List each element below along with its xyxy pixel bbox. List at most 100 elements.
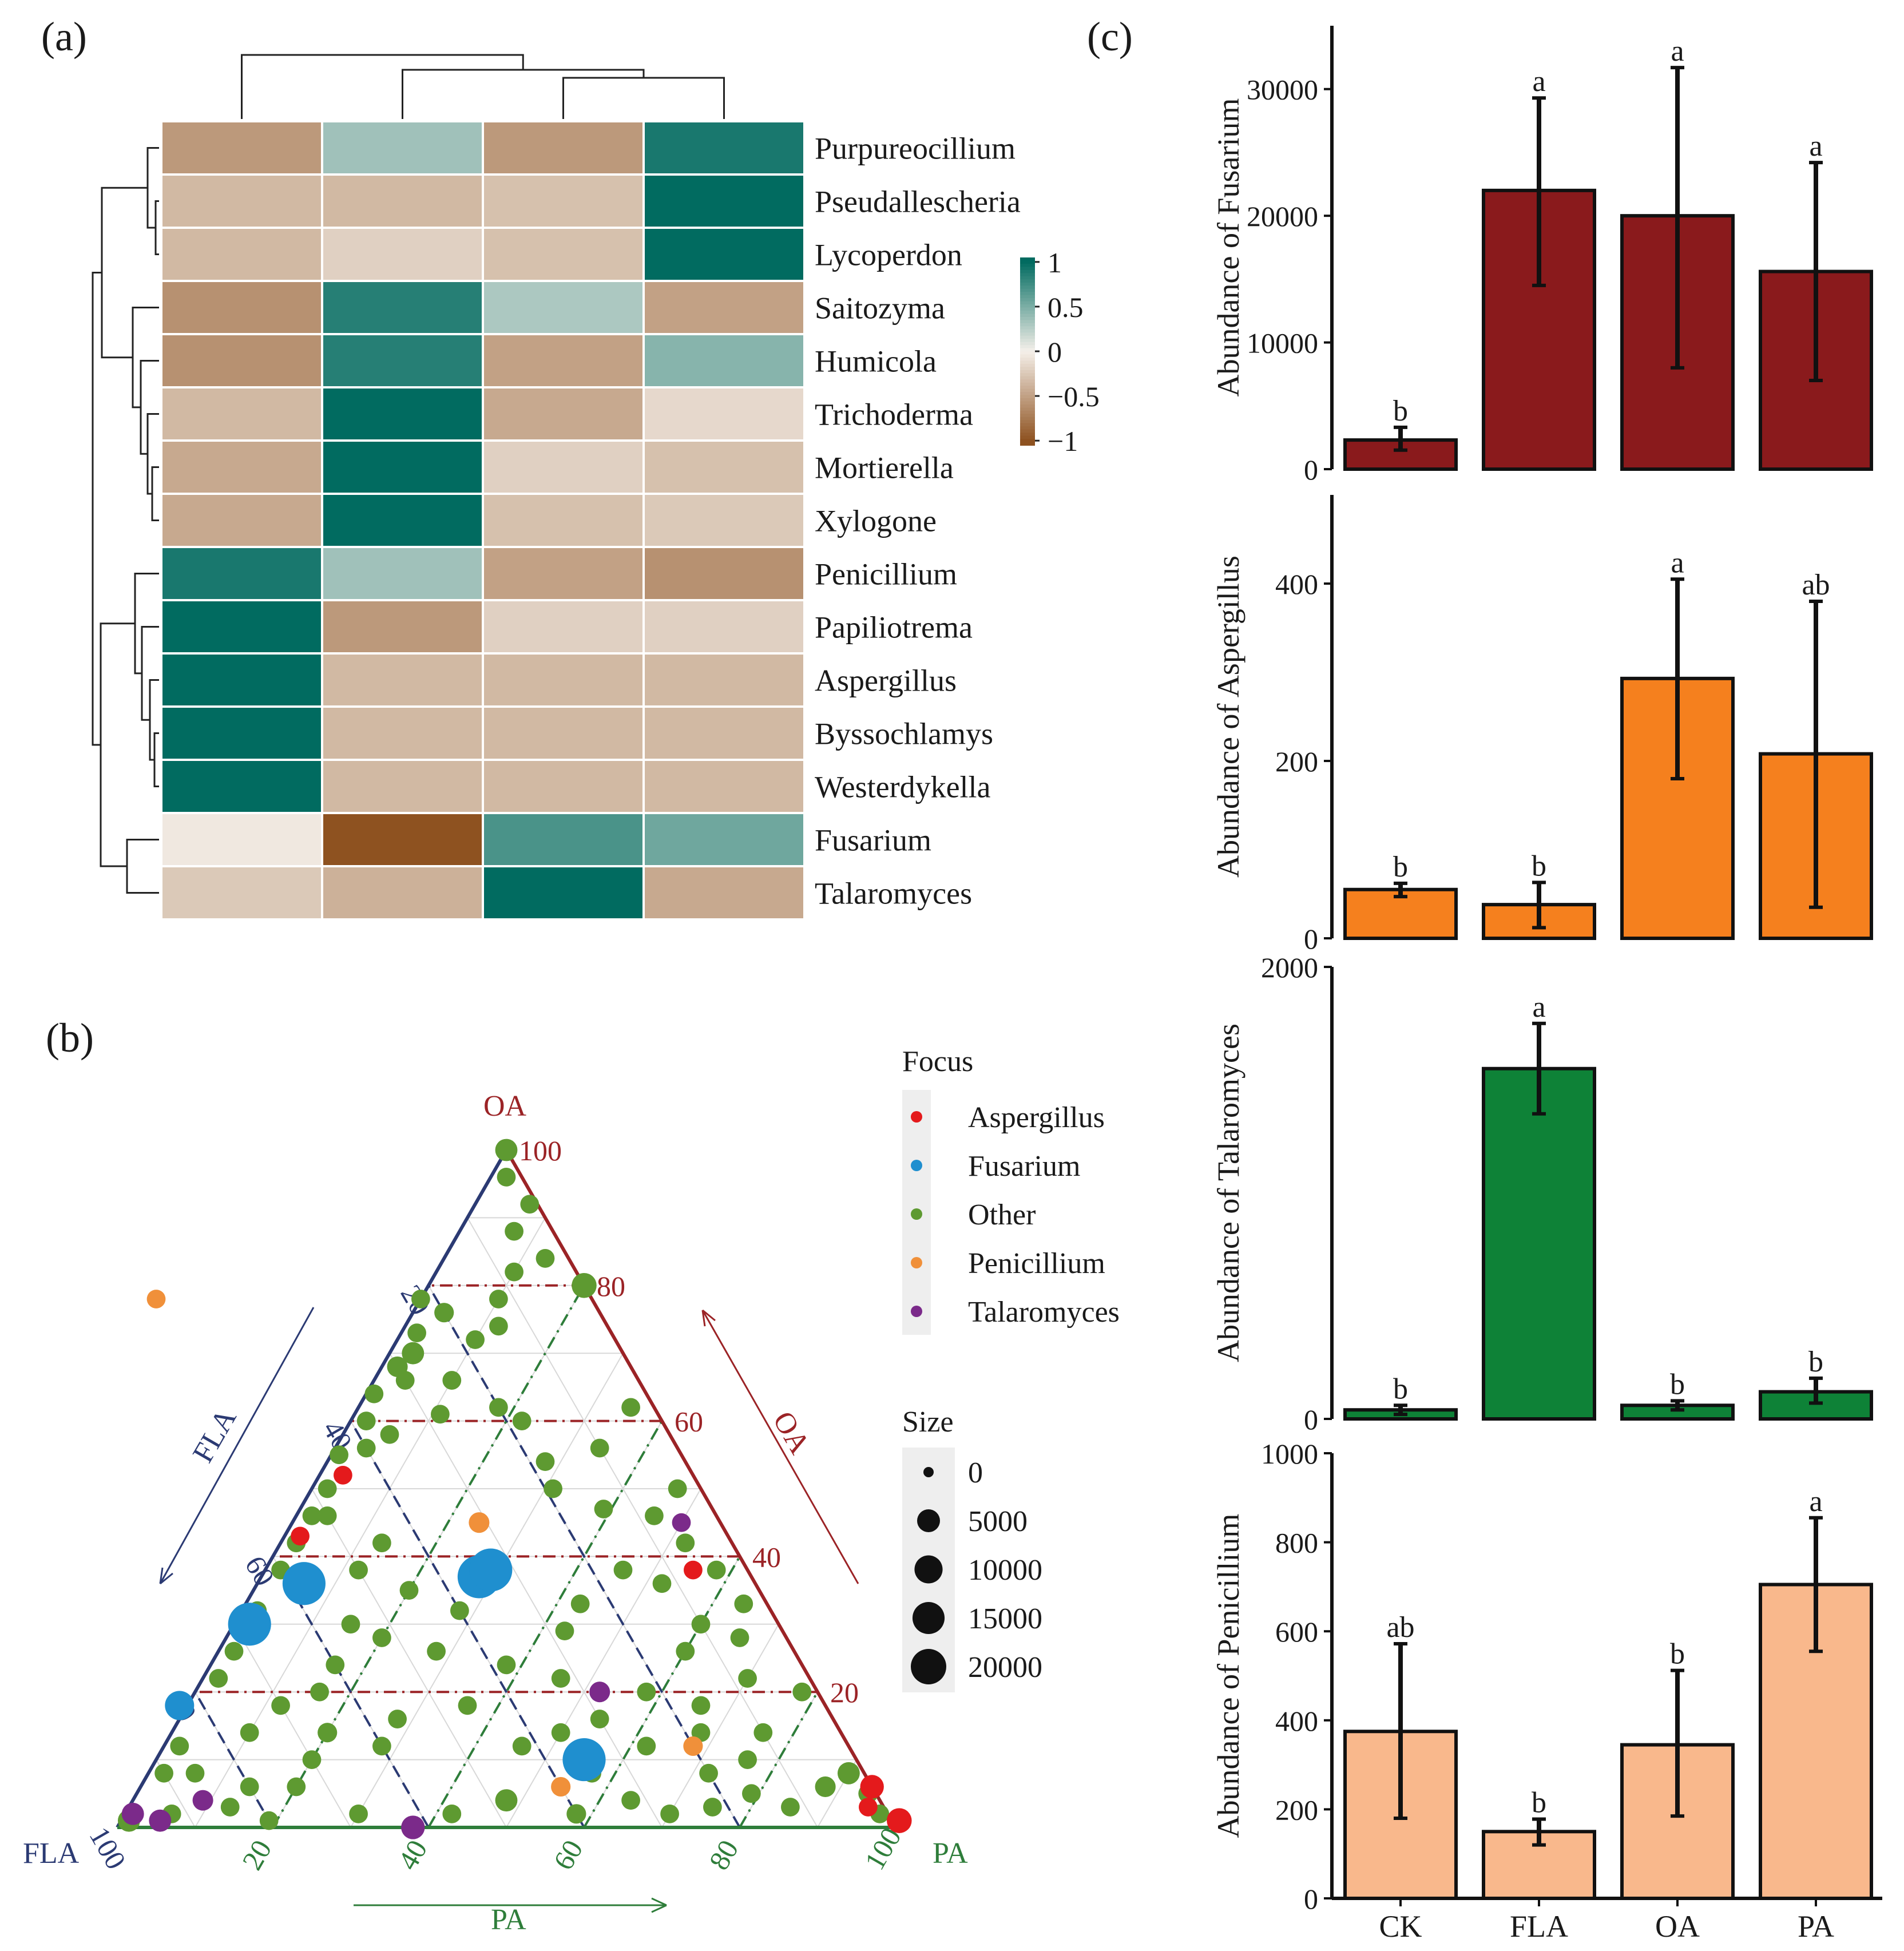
ternary-point-other [551, 1669, 570, 1688]
y-tick-label-penicillium: 800 [1275, 1527, 1318, 1559]
ternary-point-other [240, 1777, 259, 1797]
ternary-point-other [660, 1804, 679, 1823]
ternary-point-talaromyces [149, 1809, 172, 1832]
ternary-point-other [730, 1628, 749, 1647]
oa-tick-label: 20 [830, 1676, 859, 1708]
heatmap-cell-pseudallescheria-fla [321, 173, 484, 229]
colorbar-tick-label: 0.5 [1048, 291, 1084, 323]
fla-guide-line [427, 1284, 741, 1828]
panel-label-a: (a) [41, 14, 87, 60]
ternary-point-other [330, 1445, 348, 1465]
ternary-point-other [341, 1615, 360, 1634]
heatmap-cell-lycoperdon-pa [642, 227, 806, 282]
ternary-point-talaromyces [401, 1815, 425, 1839]
y-tick-label-fusarium: 10000 [1247, 327, 1318, 359]
oa-axis-arrow [701, 1310, 859, 1584]
ternary-point-other [399, 1581, 419, 1600]
heatmap-cell-xylogone-pa [642, 493, 806, 548]
panel-label-b: (b) [46, 1015, 94, 1061]
heatmap-cell-papiliotrema-pa [642, 599, 806, 655]
ternary-point-other [707, 1560, 726, 1580]
y-tick-label-aspergillus: 0 [1304, 923, 1318, 955]
heatmap-cell-penicillium-fla [321, 546, 484, 601]
heatmap-cell-mortierella-ck [160, 439, 323, 495]
focus-legend-label-talaromyces: Talaromyces [968, 1296, 1120, 1329]
ternary-point-other [466, 1330, 485, 1349]
size-legend-label: 10000 [968, 1554, 1042, 1587]
colorbar-segment [1020, 407, 1035, 411]
colorbar-segment [1020, 301, 1035, 305]
ternary-point-other [380, 1425, 399, 1444]
ternary-vertex-label-fla: FLA [23, 1837, 80, 1870]
ternary-point-aspergillus [684, 1560, 703, 1580]
ternary-point-other [621, 1791, 640, 1810]
ternary-point-other [271, 1696, 290, 1715]
heatmap-cell-purpureocillium-fla [321, 120, 484, 176]
ternary-point-other [364, 1384, 384, 1403]
colorbar-segment [1020, 373, 1035, 377]
size-legend-title: Size [902, 1406, 954, 1438]
heatmap-cell-westerdykella-oa [482, 759, 645, 814]
ternary-point-other [372, 1628, 391, 1647]
ternary-point-other [224, 1641, 244, 1661]
colorbar-segment [1020, 269, 1035, 274]
ternary-point-other [505, 1222, 523, 1241]
colorbar-segment [1020, 273, 1035, 277]
ternary-point-other [734, 1594, 753, 1613]
ternary-grid-line [739, 1691, 818, 1828]
ternary-point-other [645, 1506, 664, 1525]
y-tick-label-talaromyces: 0 [1304, 1403, 1318, 1436]
bar-talaromyces-fla [1482, 1066, 1596, 1421]
ternary-point-other [372, 1533, 391, 1553]
y-tick-label-aspergillus: 400 [1275, 568, 1318, 600]
colorbar-segment [1020, 279, 1035, 283]
colorbar-segment [1020, 370, 1035, 374]
ternary-point-other [742, 1784, 761, 1803]
y-tick-label-aspergillus: 200 [1275, 745, 1318, 778]
focus-legend-label-other: Other [968, 1199, 1036, 1231]
ternary-point-other [489, 1316, 508, 1336]
ternary-point-other [220, 1798, 240, 1817]
colorbar-segment [1020, 332, 1035, 336]
heatmap-cell-fusarium-ck [160, 812, 323, 867]
colorbar-segment [1020, 388, 1035, 393]
ternary-point-other [395, 1371, 415, 1390]
ternary-point-other [388, 1710, 407, 1728]
ternary-point-other [431, 1405, 450, 1424]
ternary-point-other [450, 1601, 469, 1620]
ternary-point-other [738, 1669, 757, 1688]
size-legend-label: 20000 [968, 1651, 1042, 1684]
heatmap-cell-mortierella-fla [321, 439, 484, 495]
heatmap-cell-papiliotrema-ck [160, 599, 323, 655]
pa-axis-arrowhead [651, 1897, 667, 1913]
significance-letter-aspergillus: b [1393, 851, 1408, 883]
y-axis-label-aspergillus: Abundance of Aspergillus [1211, 556, 1245, 878]
colorbar-segment [1020, 433, 1035, 437]
colorbar-segment [1020, 420, 1035, 424]
colorbar-segment [1020, 292, 1035, 296]
ternary-point-other [512, 1736, 531, 1756]
significance-letter-fusarium: a [1809, 130, 1822, 162]
colorbar-tick-label: −0.5 [1048, 380, 1100, 413]
colorbar-segment [1020, 304, 1035, 308]
x-tick-label-oa: OA [1655, 1909, 1700, 1944]
colorbar-segment [1020, 404, 1035, 409]
ternary-point-other [676, 1533, 695, 1553]
ternary-point-other [434, 1303, 454, 1323]
row-dendrogram-branch [92, 271, 102, 746]
ternary-point-other [310, 1682, 329, 1702]
colorbar-segment [1020, 339, 1035, 343]
significance-letter-talaromyces: b [1808, 1346, 1823, 1378]
heatmap-row-label-talaromyces: Talaromyces [815, 877, 972, 911]
heatmap-cell-humicola-fla [321, 333, 484, 388]
colorbar-tick-label: 1 [1048, 247, 1062, 279]
heatmap-cell-fusarium-oa [482, 812, 645, 867]
heatmap-cell-trichoderma-oa [482, 386, 645, 442]
ternary-point-other [154, 1763, 173, 1783]
oa-tick-label: 100 [519, 1135, 562, 1167]
ternary-point-aspergillus [334, 1465, 352, 1485]
y-tick-label-fusarium: 0 [1304, 454, 1318, 486]
size-legend-label: 0 [968, 1457, 983, 1489]
heatmap-cell-pseudallescheria-oa [482, 173, 645, 229]
fla-guide-line [350, 1420, 585, 1828]
